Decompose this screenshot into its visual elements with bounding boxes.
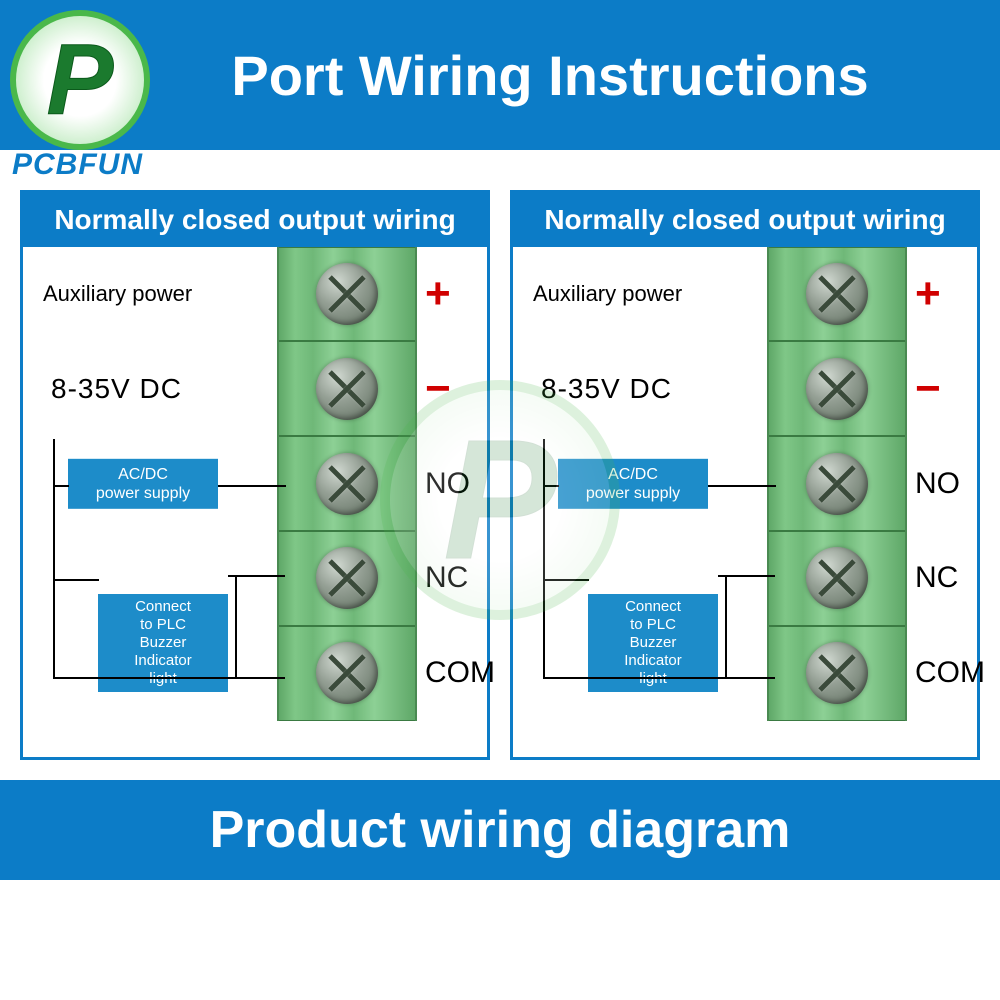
terminal-label: NC xyxy=(417,531,487,626)
screw-icon xyxy=(806,263,868,325)
page-title: Port Wiring Instructions xyxy=(231,43,868,108)
terminal-labels: +−NONCCOM xyxy=(417,247,487,721)
screw-icon xyxy=(806,547,868,609)
wire xyxy=(543,677,775,679)
footer-title: Product wiring diagram xyxy=(210,800,791,860)
terminal-label: COM xyxy=(907,626,977,721)
screw-icon xyxy=(806,358,868,420)
screw-icon xyxy=(806,642,868,704)
terminal-label: − xyxy=(907,341,977,436)
panel-body: +−NONCCOM Auxiliary power 8-35V DC AC/DCpow… xyxy=(513,247,977,721)
terminal-labels: +−NONCCOM xyxy=(907,247,977,721)
wire xyxy=(53,439,55,679)
terminal-block xyxy=(277,247,417,721)
screw-icon xyxy=(316,547,378,609)
screw-icon xyxy=(806,453,868,515)
voltage-label: 8-35V DC xyxy=(513,373,672,405)
terminal-row xyxy=(279,531,415,626)
terminal-row xyxy=(769,436,905,531)
wire xyxy=(235,575,237,679)
terminal-row xyxy=(769,626,905,721)
aux-power-label: Auxiliary power xyxy=(23,281,192,307)
terminal-label: − xyxy=(417,341,487,436)
logo-letter: P xyxy=(47,23,114,138)
screw-icon xyxy=(316,263,378,325)
wire xyxy=(53,485,69,487)
footer-bar: Product wiring diagram xyxy=(0,780,1000,880)
acdc-box: AC/DCpower supply xyxy=(68,458,218,508)
wiring-panel: Normally closed output wiring+−NONCCOM Au… xyxy=(510,190,980,760)
left-content: Auxiliary power 8-35V DC AC/DCpower supply… xyxy=(23,247,277,721)
terminal-label: COM xyxy=(417,626,487,721)
wire xyxy=(228,575,285,577)
wire xyxy=(53,677,285,679)
terminal-label: + xyxy=(907,247,977,342)
terminal-label: NC xyxy=(907,531,977,626)
wire xyxy=(708,485,776,487)
terminal-row xyxy=(769,247,905,342)
brand-name: PCBFUN xyxy=(12,148,143,182)
acdc-box: AC/DCpower supply xyxy=(558,458,708,508)
panels-container: Normally closed output wiring+−NONCCOMAu… xyxy=(20,190,980,760)
screw-icon xyxy=(316,642,378,704)
header-bar: Port Wiring Instructions xyxy=(0,0,1000,150)
terminal-block xyxy=(767,247,907,721)
terminal-row xyxy=(279,341,415,436)
wire xyxy=(718,575,775,577)
terminal-label: NO xyxy=(907,436,977,531)
panel-body: +−NONCCOM Auxiliary power 8-35V DC AC/DCpow… xyxy=(23,247,487,721)
terminal-row xyxy=(769,341,905,436)
panel-header: Normally closed output wiring xyxy=(513,193,977,247)
wire xyxy=(543,485,559,487)
terminal-label: NO xyxy=(417,436,487,531)
panel-header: Normally closed output wiring xyxy=(23,193,487,247)
wiring-panel: Normally closed output wiring+−NONCCOM Au… xyxy=(20,190,490,760)
wire xyxy=(53,579,99,581)
wire xyxy=(543,439,545,679)
voltage-label: 8-35V DC xyxy=(23,373,182,405)
terminal-row xyxy=(279,626,415,721)
aux-power-label: Auxiliary power xyxy=(513,281,682,307)
wire xyxy=(725,575,727,679)
terminal-label: + xyxy=(417,247,487,342)
wire xyxy=(218,485,286,487)
terminal-row xyxy=(769,531,905,626)
terminal-row xyxy=(279,436,415,531)
terminal-row xyxy=(279,247,415,342)
screw-icon xyxy=(316,358,378,420)
screw-icon xyxy=(316,453,378,515)
brand-logo: P xyxy=(10,10,150,150)
left-content: Auxiliary power 8-35V DC AC/DCpower supply… xyxy=(513,247,767,721)
wire xyxy=(543,579,589,581)
